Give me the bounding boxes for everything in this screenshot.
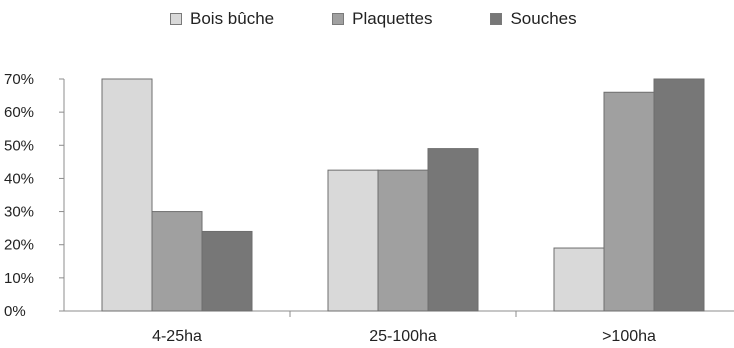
legend-item: Bois bûche [170,9,274,29]
bar [101,78,153,312]
y-tick-label: 0% [4,303,26,320]
y-tick-label: 40% [4,170,34,187]
y-tick-label: 70% [4,71,34,88]
chart-legend: Bois bûche Plaquettes Souches [170,9,635,29]
x-tick-label: 4-25ha [152,328,202,345]
legend-swatch [170,13,182,25]
bar [151,211,203,312]
legend-label: Souches [510,9,577,28]
bar [603,91,655,312]
bar [653,78,705,312]
bar [377,169,429,312]
y-tick-label: 60% [4,104,34,121]
legend-swatch [332,13,345,25]
x-tick-label: >100ha [602,328,656,345]
bar [553,247,605,312]
bar [201,230,253,312]
y-tick-label: 20% [4,237,34,254]
legend-item: Plaquettes [332,9,432,29]
x-tick-label: 25-100ha [369,328,437,345]
legend-swatch [490,13,503,25]
y-tick-label: 10% [4,270,34,287]
legend-label: Bois bûche [190,9,275,28]
y-tick-label: 30% [4,204,34,221]
bar [427,148,479,312]
legend-label: Plaquettes [352,9,433,28]
bar [327,169,379,312]
y-tick-label: 50% [4,137,34,154]
legend-item: Souches [490,9,577,29]
